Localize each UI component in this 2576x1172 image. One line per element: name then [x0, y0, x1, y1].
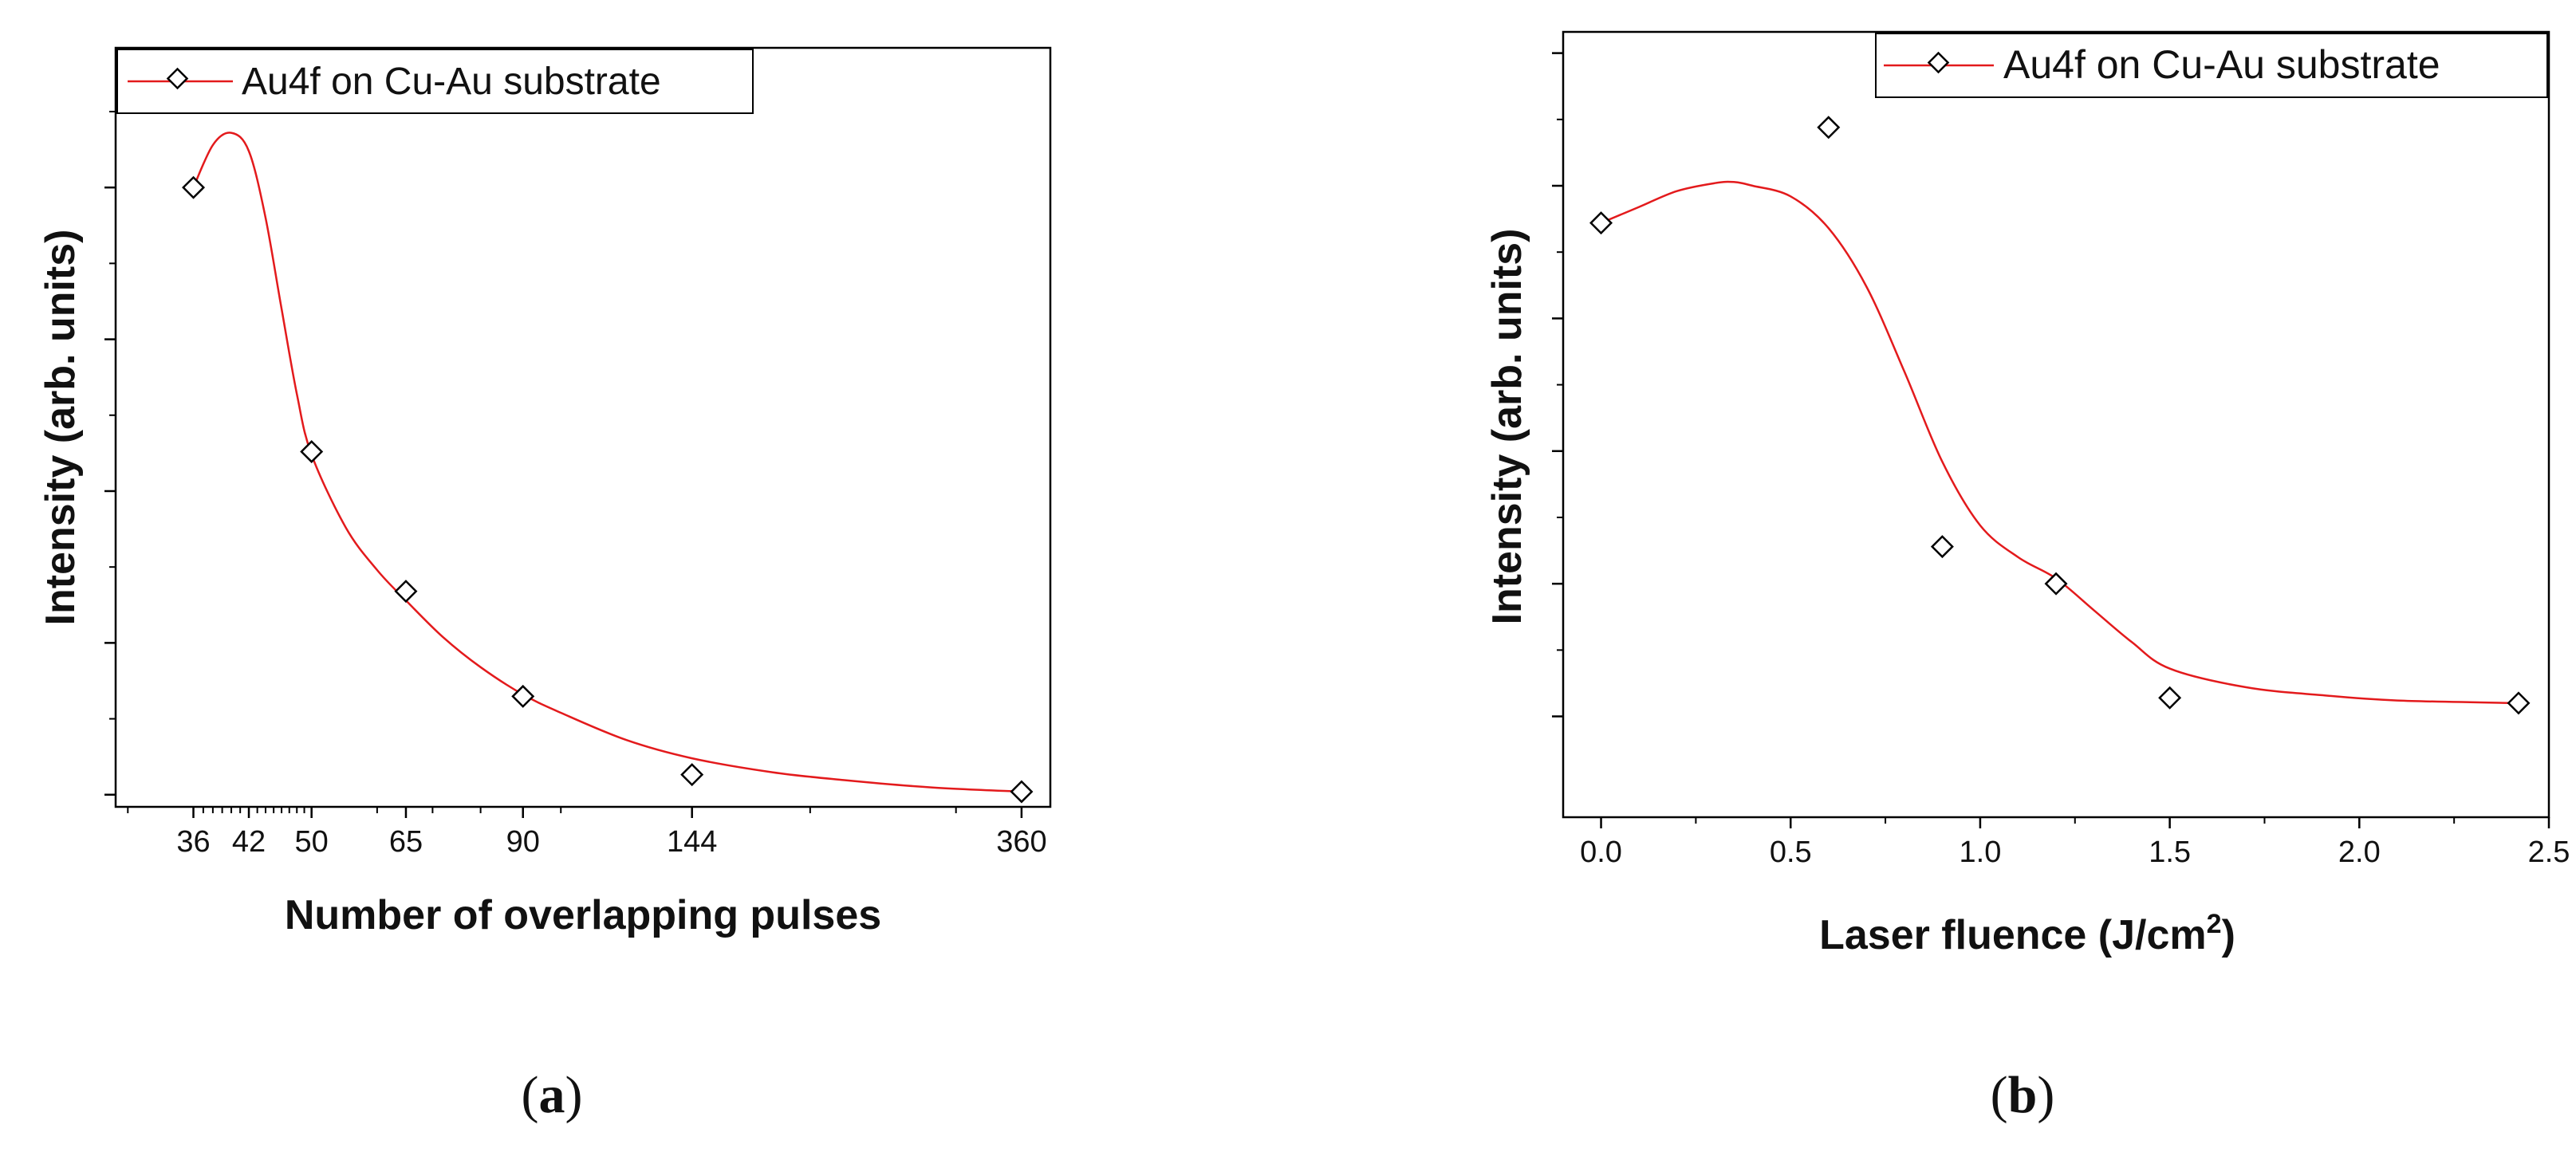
panel-a-data-point: [1010, 780, 1034, 804]
panel-a-x-tick-label: 42: [232, 825, 266, 859]
panel-b-x-axis-title: Laser fluence (J/cm2): [1819, 909, 2235, 958]
panel-a-legend-diamond-icon: [166, 67, 189, 90]
panel-a: 36 42 50 65 90 144 360 Au4f on Cu-Au substrate…: [37, 46, 1052, 1124]
panel-b-data-point: [2158, 686, 2182, 710]
panel-b-legend-diamond-icon: [1927, 51, 1950, 74]
panel-b-data-point: [1817, 116, 1841, 140]
panel-b-x-tick-labels: 0.0 0.5 1.0 1.5 2.0 2.5: [1580, 836, 2570, 869]
panel-a-legend-label: Au4f on Cu-Au substrate: [242, 61, 661, 103]
panel-a-x-tick-label: 50: [295, 825, 329, 859]
panel-b-x-tick-label: 1.5: [2149, 836, 2191, 869]
panel-b-x-tick-label: 0.5: [1770, 836, 1812, 869]
panel-b-data-point: [1930, 535, 1954, 559]
panel-a-plot-frame: [114, 46, 1052, 808]
panel-b-label: (b): [1991, 1066, 2055, 1124]
panel-b-data-point: [2044, 572, 2068, 596]
panel-a-fit-curve: [192, 132, 1022, 793]
panel-b-legend-label: Au4f on Cu-Au substrate: [2003, 42, 2440, 87]
panel-a-data-point: [680, 763, 704, 787]
panel-a-x-tick-label: 36: [176, 825, 210, 859]
panel-a-x-tick-label: 65: [389, 825, 423, 859]
panel-b-label-letter: b: [2008, 1066, 2038, 1124]
panel-a-data-point: [394, 580, 418, 604]
panel-b-data-point: [2507, 691, 2531, 715]
panel-a-data-point: [182, 175, 206, 199]
panel-a-x-axis-title: Number of overlapping pulses: [285, 892, 881, 938]
panel-b-x-tick-label: 0.0: [1580, 836, 1622, 869]
panel-b: 0.0 0.5 1.0 1.5 2.0 2.5 Au4f on Cu-Au substra…: [1484, 30, 2570, 1124]
panel-b-x-axis-title-superscript: 2: [2207, 909, 2222, 939]
panel-b-plot-frame: [1562, 30, 2550, 819]
panel-b-x-axis-ticks: [1600, 817, 2550, 828]
panel-b-data-points: [1589, 116, 2531, 715]
panel-b-x-axis-title-suffix: ): [2222, 912, 2235, 958]
panel-b-x-tick-label: 2.0: [2338, 836, 2381, 869]
panel-b-y-axis-ticks: [1552, 52, 1563, 718]
panel-a-x-tick-labels: 36 42 50 65 90 144 360: [176, 825, 1046, 859]
panel-a-y-axis-ticks: [104, 110, 116, 796]
panel-a-label-letter: a: [539, 1066, 565, 1124]
panel-a-x-tick-label: 360: [996, 825, 1046, 859]
panel-b-data-point: [1589, 211, 1613, 235]
panel-a-data-point: [511, 684, 535, 708]
panel-a-x-tick-label: 144: [667, 825, 717, 859]
panel-b-x-axis-title-text: Laser fluence (J/cm: [1819, 912, 2207, 958]
panel-a-x-tick-label: 90: [506, 825, 540, 859]
panel-a-label: (a): [522, 1066, 583, 1124]
panel-a-y-axis-title: Intensity (arb. units): [37, 230, 84, 626]
panel-b-x-tick-label: 2.5: [2528, 836, 2570, 869]
panel-a-legend: Au4f on Cu-Au substrate: [116, 49, 754, 114]
panel-a-data-point: [300, 439, 324, 463]
panel-b-legend: Au4f on Cu-Au substrate: [1875, 33, 2548, 98]
panel-a-data-points: [182, 54, 1034, 804]
panel-b-fit-curve: [1601, 180, 2519, 705]
panel-b-x-tick-label: 1.0: [1960, 836, 2002, 869]
panel-a-x-axis-ticks: [127, 807, 1023, 818]
panel-b-y-axis-title: Intensity (arb. units): [1484, 229, 1530, 625]
